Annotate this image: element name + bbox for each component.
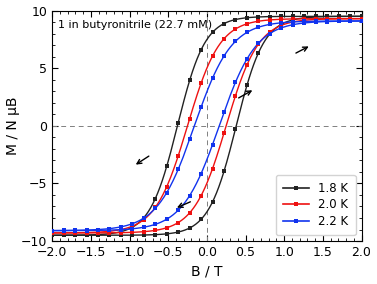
Legend: 1.8 K, 2.0 K, 2.2 K: 1.8 K, 2.0 K, 2.2 K — [276, 175, 356, 235]
Y-axis label: M / N μB: M / N μB — [6, 97, 20, 155]
X-axis label: B / T: B / T — [191, 264, 222, 278]
Text: 1 in butyronitrile (22.7 mM): 1 in butyronitrile (22.7 mM) — [58, 20, 213, 30]
